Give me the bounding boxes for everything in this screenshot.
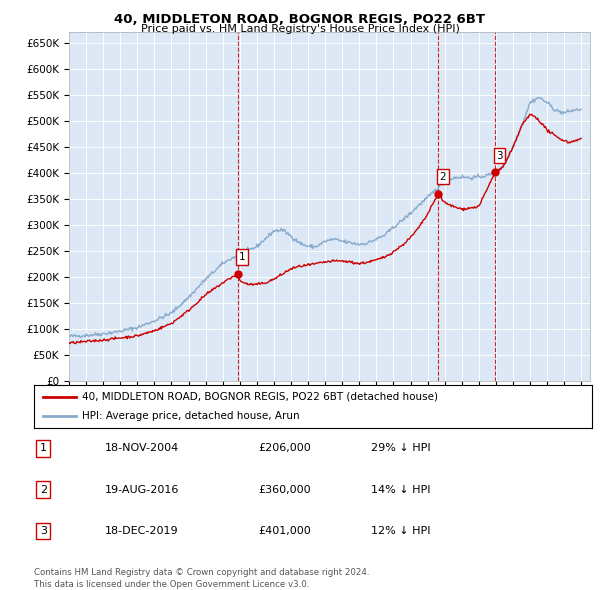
Text: £360,000: £360,000 — [258, 485, 311, 494]
Text: 3: 3 — [40, 526, 47, 536]
Text: £401,000: £401,000 — [258, 526, 311, 536]
Text: 18-DEC-2019: 18-DEC-2019 — [105, 526, 179, 536]
Text: HPI: Average price, detached house, Arun: HPI: Average price, detached house, Arun — [82, 411, 299, 421]
Text: Contains HM Land Registry data © Crown copyright and database right 2024.
This d: Contains HM Land Registry data © Crown c… — [34, 568, 370, 589]
Text: 1: 1 — [239, 252, 245, 262]
Text: Price paid vs. HM Land Registry's House Price Index (HPI): Price paid vs. HM Land Registry's House … — [140, 24, 460, 34]
Text: 29% ↓ HPI: 29% ↓ HPI — [371, 444, 430, 453]
Text: 40, MIDDLETON ROAD, BOGNOR REGIS, PO22 6BT (detached house): 40, MIDDLETON ROAD, BOGNOR REGIS, PO22 6… — [82, 392, 437, 402]
Text: 2: 2 — [40, 485, 47, 494]
Text: 14% ↓ HPI: 14% ↓ HPI — [371, 485, 430, 494]
Text: 19-AUG-2016: 19-AUG-2016 — [105, 485, 179, 494]
Text: 40, MIDDLETON ROAD, BOGNOR REGIS, PO22 6BT: 40, MIDDLETON ROAD, BOGNOR REGIS, PO22 6… — [115, 13, 485, 26]
Text: 18-NOV-2004: 18-NOV-2004 — [105, 444, 179, 453]
Text: £206,000: £206,000 — [258, 444, 311, 453]
Text: 1: 1 — [40, 444, 47, 453]
Text: 12% ↓ HPI: 12% ↓ HPI — [371, 526, 430, 536]
Text: 3: 3 — [496, 150, 503, 160]
Text: 2: 2 — [439, 172, 446, 182]
